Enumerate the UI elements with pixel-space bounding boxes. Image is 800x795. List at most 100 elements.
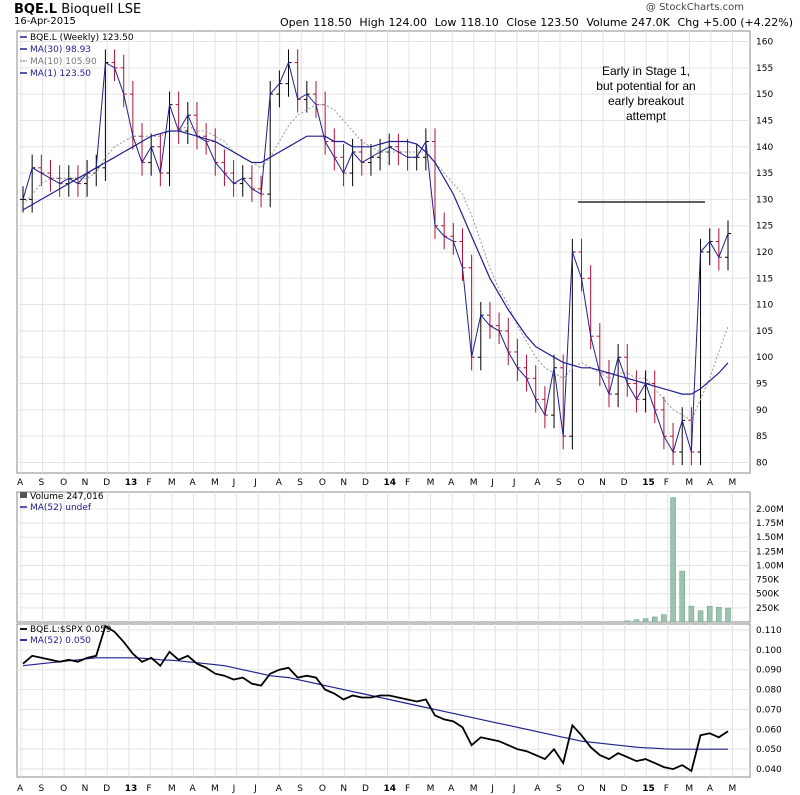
x-tick-label: N (340, 784, 347, 794)
x-tick-label: M (211, 478, 219, 488)
x-tick-label: S (297, 784, 303, 794)
x-tick-label: M (168, 784, 176, 794)
y-tick-label: 750K (756, 576, 780, 586)
y-tick-label: 1.00M (756, 561, 784, 571)
x-tick-label: N (82, 478, 89, 488)
ticker-symbol: BQE.L (14, 2, 58, 17)
volume-icon (20, 492, 27, 498)
x-tick-label: F (146, 478, 151, 488)
x-tick-label: A (534, 784, 541, 794)
x-tick-label: F (405, 784, 410, 794)
y-tick-label: 1.50M (756, 533, 784, 543)
volume-bar (624, 620, 631, 623)
x-tick-label: A (707, 784, 714, 794)
y-tick-label: 0.060 (756, 725, 782, 735)
y-tick-label: 500K (756, 590, 780, 600)
volume-bar (633, 619, 640, 623)
x-tick-label: J (512, 478, 516, 488)
x-tick-label: M (685, 784, 693, 794)
x-tick-label: M (685, 478, 693, 488)
x-tick-label: A (276, 478, 283, 488)
legend-entry: MA(30) 98.93 (30, 45, 91, 55)
x-tick-label: A (707, 478, 714, 488)
close-value: 123.50 (540, 16, 579, 29)
x-tick-label: A (276, 784, 283, 794)
x-tick-label: J (253, 784, 257, 794)
company-name: Bioquell (61, 2, 114, 17)
ratio-line (22, 624, 729, 773)
x-tick-label: N (599, 478, 606, 488)
x-tick-label: 13 (125, 784, 138, 794)
ohlc-bar (157, 133, 164, 187)
x-tick-label: A (534, 478, 541, 488)
x-tick-label: M (427, 784, 435, 794)
x-tick-label: M (728, 784, 736, 794)
ohlc-summary: Open 118.50 High 124.00 Low 118.10 Close… (280, 16, 793, 29)
y-tick-label: 115 (756, 274, 773, 284)
x-tick-label: N (82, 784, 89, 794)
x-tick-label: A (189, 478, 196, 488)
ohlc-bar (679, 407, 686, 466)
y-tick-label: 0.110 (756, 626, 782, 636)
x-tick-label: J (232, 478, 236, 488)
y-tick-label: 95 (756, 380, 767, 390)
chart-date: 16-Apr-2015 (14, 16, 76, 27)
y-tick-label: 110 (756, 301, 773, 311)
y-tick-label: 90 (756, 406, 768, 416)
x-tick-label: D (362, 784, 369, 794)
high-value: 124.00 (388, 16, 428, 29)
y-tick-label: 120 (756, 248, 773, 258)
ohlc-bar (450, 223, 457, 255)
volume-bar (642, 618, 649, 623)
legend-entry: MA(52) 0.050 (30, 636, 91, 646)
x-tick-label: S (556, 784, 562, 794)
y-tick-label: 0.070 (756, 705, 782, 715)
y-tick-label: 155 (756, 64, 773, 74)
ratio-series (22, 624, 729, 773)
y-tick-label: 80 (756, 458, 768, 468)
y-tick-label: 135 (756, 169, 773, 179)
y-tick-label: 0.090 (756, 666, 782, 676)
volume-bar (725, 607, 731, 623)
y-tick-label: 2.00M (756, 505, 784, 515)
low-value: 118.10 (460, 16, 499, 29)
x-tick-label: D (621, 784, 628, 794)
y-tick-label: 130 (756, 195, 773, 205)
legend-entry: BQE.L:$SPX 0.059 (30, 625, 112, 635)
legend-entry: BQE.L (Weekly) 123.50 (30, 33, 134, 43)
x-tick-label: M (470, 784, 478, 794)
x-tick-label: F (405, 478, 410, 488)
exchange-name: LSE (117, 2, 142, 17)
legend-entry: MA(1) 123.50 (30, 69, 91, 79)
x-tick-label: D (621, 478, 628, 488)
x-tick-label: D (103, 784, 110, 794)
volume-bar (670, 497, 676, 623)
ohlc-bar (551, 354, 558, 429)
y-tick-label: 85 (756, 432, 767, 442)
y-tick-label: 250K (756, 604, 780, 614)
x-tick-label: M (211, 784, 219, 794)
x-tick-label: N (340, 478, 347, 488)
x-tick-label: A (17, 478, 24, 488)
y-tick-label: 0.050 (756, 745, 782, 755)
x-tick-label: O (319, 478, 326, 488)
change-value: +5.00 (+4.22%) (703, 16, 793, 29)
y-tick-label: 125 (756, 222, 773, 232)
x-tick-label: 15 (642, 478, 655, 488)
annotation-text: Early in Stage 1, (602, 64, 690, 78)
x-tick-label: 14 (384, 478, 397, 488)
y-tick-label: 105 (756, 327, 773, 337)
x-tick-label: M (427, 478, 435, 488)
x-tick-label: D (362, 478, 369, 488)
volume-bar (661, 614, 667, 623)
x-tick-label: M (168, 478, 176, 488)
volume-bar (679, 570, 685, 623)
ohlc-bar (468, 254, 475, 371)
x-tick-label: O (578, 478, 585, 488)
chart-ticker: BQE.L Bioquell LSE (14, 2, 141, 17)
panel-frame (16, 491, 751, 623)
x-tick-label: M (728, 478, 736, 488)
x-tick-label: O (319, 784, 326, 794)
volume-bar (716, 607, 722, 623)
